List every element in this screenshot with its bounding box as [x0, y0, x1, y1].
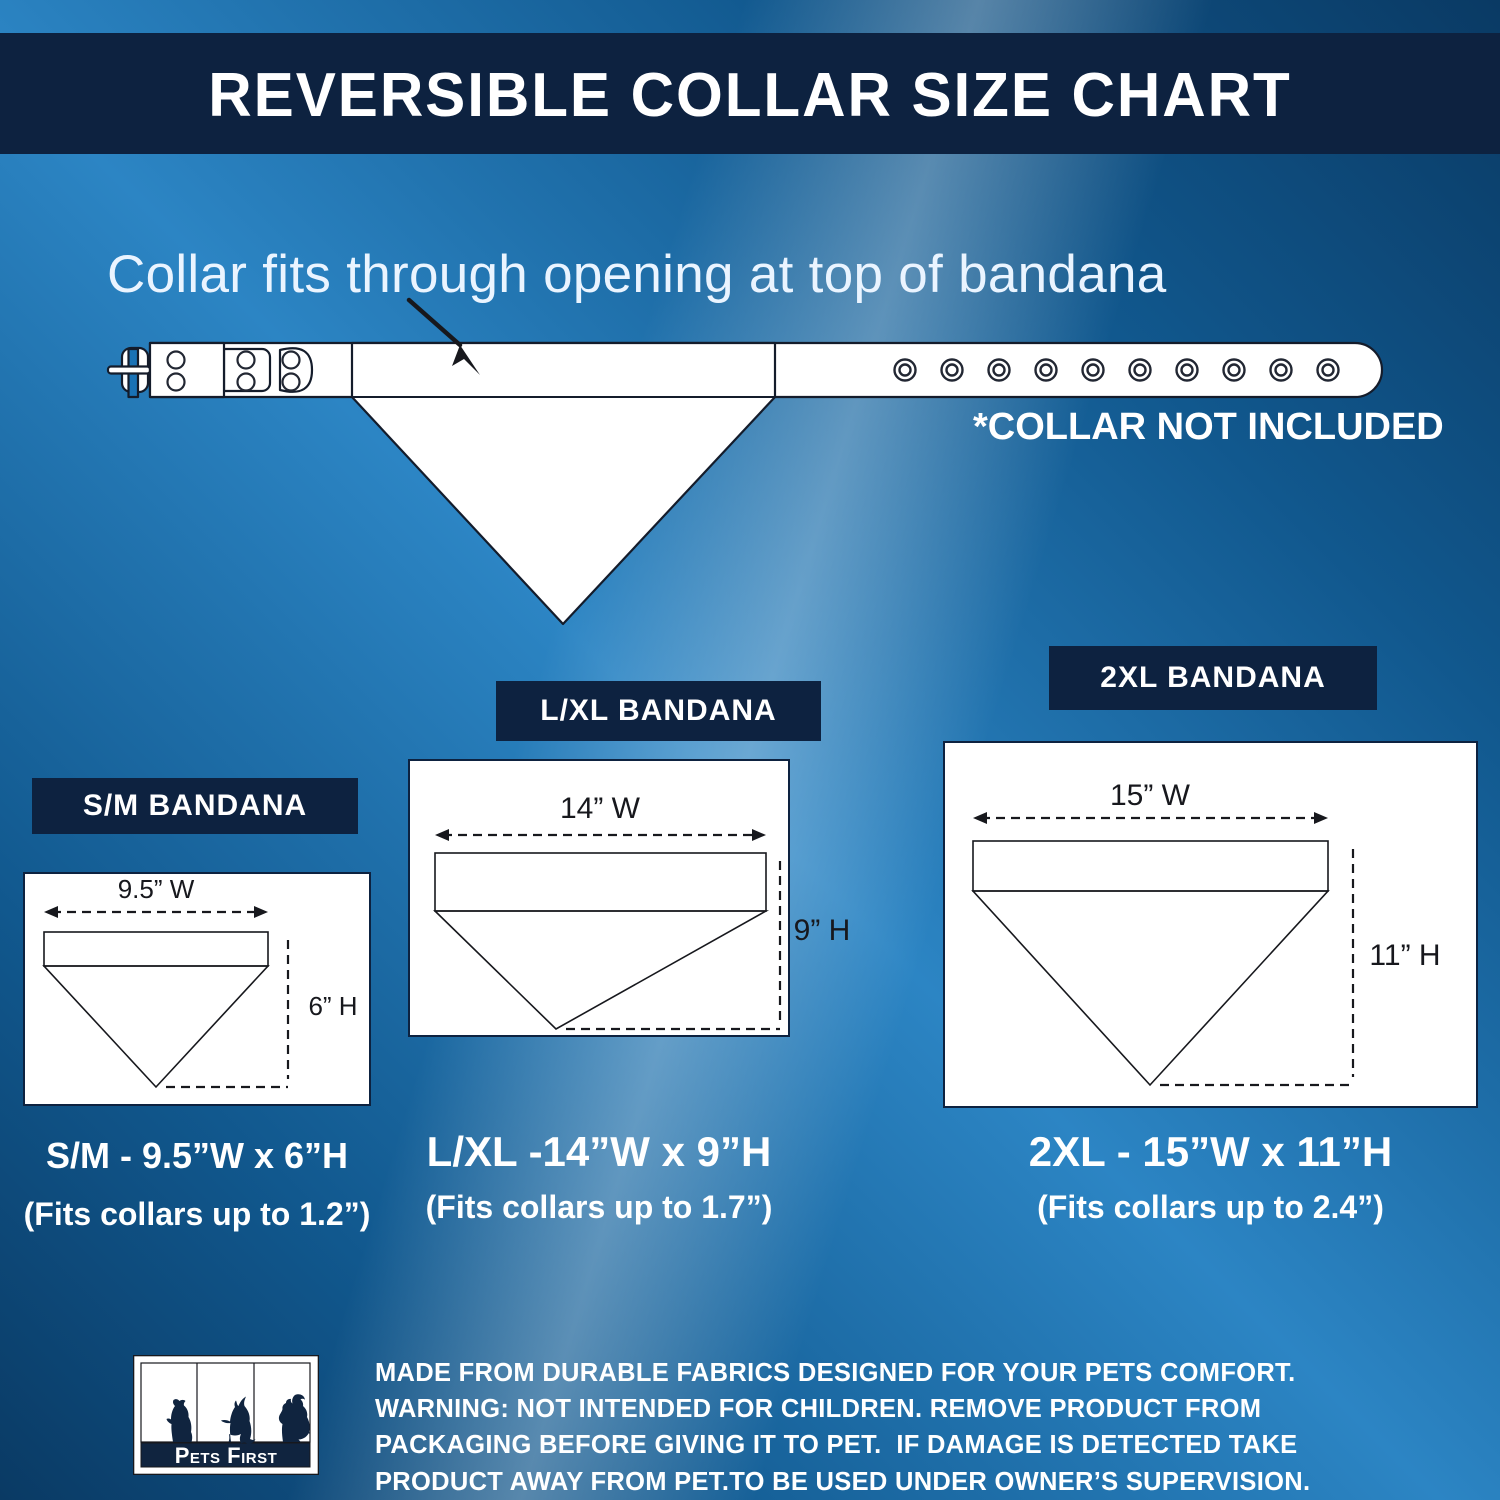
- svg-text:9” H: 9” H: [794, 914, 851, 947]
- svg-text:15” W: 15” W: [1110, 779, 1191, 812]
- svg-text:9.5” W: 9.5” W: [118, 874, 195, 904]
- svg-text:11” H: 11” H: [1369, 939, 1440, 972]
- svg-text:14” W: 14” W: [560, 792, 641, 825]
- svg-text:6” H: 6” H: [308, 991, 357, 1021]
